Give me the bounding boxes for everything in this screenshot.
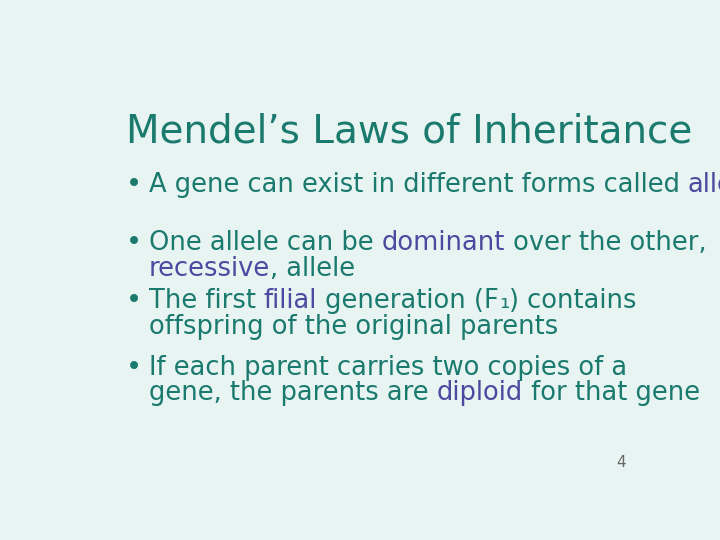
Text: diploid: diploid bbox=[436, 380, 523, 407]
Text: The first: The first bbox=[148, 288, 264, 314]
Text: alleles: alleles bbox=[688, 172, 720, 198]
Text: offspring of the original parents: offspring of the original parents bbox=[148, 314, 558, 340]
Text: •: • bbox=[126, 230, 143, 256]
Text: filial: filial bbox=[264, 288, 317, 314]
Text: •: • bbox=[126, 288, 143, 314]
Text: ) contains: ) contains bbox=[509, 288, 636, 314]
Text: generation (F: generation (F bbox=[317, 288, 499, 314]
Text: •: • bbox=[126, 172, 143, 198]
Text: , allele: , allele bbox=[270, 255, 355, 282]
Text: Mendel’s Laws of Inheritance: Mendel’s Laws of Inheritance bbox=[126, 113, 693, 151]
Text: If each parent carries two copies of a: If each parent carries two copies of a bbox=[148, 355, 626, 381]
Text: recessive: recessive bbox=[148, 255, 270, 282]
Text: over the other,: over the other, bbox=[505, 230, 706, 256]
Text: gene, the parents are: gene, the parents are bbox=[148, 380, 436, 407]
Text: One allele can be: One allele can be bbox=[148, 230, 382, 256]
Text: 4: 4 bbox=[616, 455, 626, 470]
Text: A gene can exist in different forms called: A gene can exist in different forms call… bbox=[148, 172, 688, 198]
Text: dominant: dominant bbox=[382, 230, 505, 256]
Text: ₁: ₁ bbox=[499, 288, 509, 314]
Text: •: • bbox=[126, 355, 143, 381]
Text: for that gene: for that gene bbox=[523, 380, 700, 407]
